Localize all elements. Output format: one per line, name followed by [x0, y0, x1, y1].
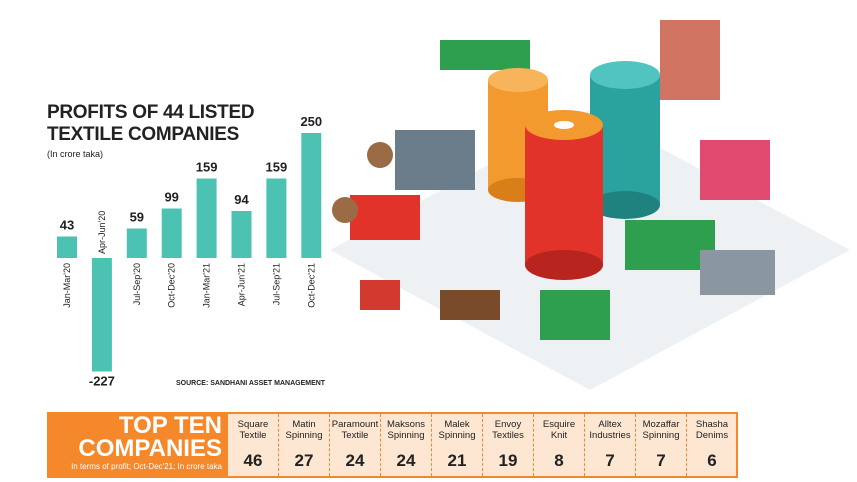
company-column: Square Textile 46 [228, 414, 279, 476]
value-label: 94 [234, 192, 249, 207]
value-label: 43 [60, 218, 74, 233]
value-label: 250 [300, 114, 322, 129]
bar [57, 236, 77, 258]
company-name: Square Textile [237, 419, 269, 441]
x-tick-label: Jan-Mar'20 [62, 263, 72, 308]
company-name: Malek Spinning [438, 419, 476, 441]
x-tick-label: Jul-Sep'21 [271, 263, 281, 305]
company-profit: 46 [243, 451, 263, 470]
company-name: Matin Spinning [285, 419, 323, 441]
bar [196, 178, 217, 258]
bar [161, 208, 182, 258]
company-profit: 24 [345, 451, 365, 470]
value-label: 159 [266, 160, 288, 175]
value-label: -227 [89, 374, 115, 389]
bar [91, 258, 112, 372]
x-tick-label: Apr-Jun'20 [97, 211, 107, 254]
company-column: Paramount Textile 24 [330, 414, 381, 476]
company-name: Esquire Knit [542, 419, 576, 441]
company-column: Mozaffar Spinning 7 [636, 414, 687, 476]
company-profit: 21 [447, 451, 467, 470]
company-profit: 7 [656, 451, 666, 470]
company-profit: 8 [554, 451, 564, 470]
bar [231, 211, 252, 258]
illustration [330, 20, 850, 390]
x-tick-label: Jan-Mar'21 [202, 263, 212, 308]
x-tick-label: Oct-Dec'21 [306, 263, 316, 308]
x-tick-label: Apr-Jun'21 [237, 263, 247, 306]
bar [301, 133, 322, 258]
company-column: Alltex Industries 7 [585, 414, 636, 476]
company-column: Maksons Spinning 24 [381, 414, 432, 476]
company-name: Envoy Textiles [492, 419, 524, 441]
company-profit: 27 [294, 451, 314, 470]
x-tick-label: Jul-Sep'20 [132, 263, 142, 305]
top-ten-note: In terms of profit; Oct-Dec'21; In crore… [71, 462, 222, 471]
company-name: Shasha Denims [695, 419, 729, 441]
top-ten-title: TOP TEN COMPANIES [78, 412, 222, 462]
company-column: Esquire Knit 8 [534, 414, 585, 476]
company-name: Mozaffar Spinning [642, 419, 680, 441]
top-ten-table: Square Textile 46 Matin Spinning 27 Paramoun… [228, 412, 738, 478]
company-profit: 6 [707, 451, 717, 470]
company-name: Paramount Textile [331, 419, 379, 441]
company-name: Maksons Spinning [386, 419, 425, 441]
company-profit: 24 [396, 451, 416, 470]
value-label: 99 [164, 190, 178, 205]
company-profit: 7 [605, 451, 615, 470]
source: SOURCE: SANDHANI ASSET MANAGEMENT [176, 380, 326, 387]
company-column: Shasha Denims 6 [687, 414, 737, 476]
company-name: Alltex Industries [589, 419, 631, 441]
company-column: Matin Spinning 27 [279, 414, 330, 476]
company-column: Envoy Textiles 19 [483, 414, 534, 476]
company-column: Malek Spinning 21 [432, 414, 483, 476]
value-label: 159 [196, 160, 218, 175]
bar [266, 178, 287, 258]
x-tick-label: Oct-Dec'20 [167, 263, 177, 308]
chart-subtitle: (In crore taka) [47, 149, 104, 159]
value-label: 59 [130, 210, 144, 225]
bar [126, 228, 147, 258]
chart-title: PROFITS OF 44 LISTED TEXTILE COMPANIES [47, 102, 255, 145]
company-profit: 19 [498, 451, 518, 470]
top-ten-header: TOP TEN COMPANIES In terms of profit; Oc… [47, 412, 228, 478]
